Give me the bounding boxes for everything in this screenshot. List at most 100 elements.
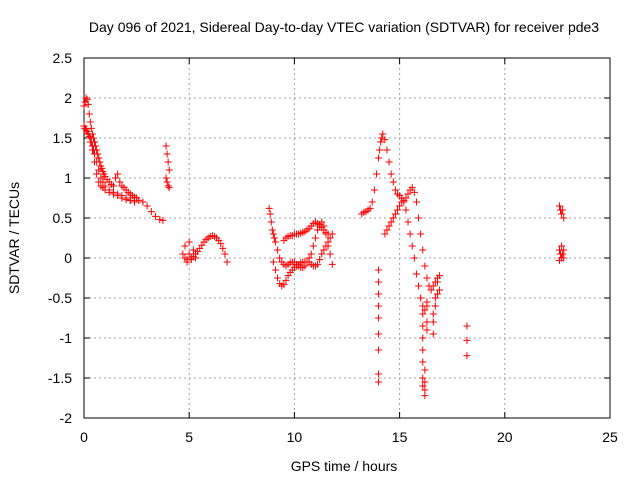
data-point [429, 330, 437, 338]
data-point [421, 366, 429, 374]
data-point [419, 382, 427, 390]
y-tick-label: 0 [64, 250, 72, 266]
data-point [387, 170, 395, 178]
data-point [99, 178, 107, 186]
data-point [97, 174, 105, 182]
data-point [219, 244, 227, 252]
data-point [559, 206, 567, 214]
x-tick-label: 0 [80, 429, 88, 445]
data-point [328, 260, 336, 268]
y-tick-label: -0.5 [48, 290, 72, 306]
data-point [118, 192, 126, 200]
data-point [368, 198, 376, 206]
data-point [183, 258, 191, 266]
data-point [408, 242, 416, 250]
data-point [326, 234, 334, 242]
data-point [379, 130, 387, 138]
data-point [274, 246, 282, 254]
data-point [328, 230, 336, 238]
data-point [429, 282, 437, 290]
data-point [375, 314, 383, 322]
data-point [421, 262, 429, 270]
data-point [391, 210, 399, 218]
data-point [402, 194, 410, 202]
data-point [417, 230, 425, 238]
data-point [375, 290, 383, 298]
data-point [560, 214, 568, 222]
data-point [558, 210, 566, 218]
data-point [375, 378, 383, 386]
data-point [366, 204, 374, 212]
data-point [421, 378, 429, 386]
data-point [381, 136, 389, 144]
data-point [114, 190, 122, 198]
data-point [556, 256, 564, 264]
axis-ticks: 0 5 10 15 20 25 -2 -1.5 -1 -0.5 0 0.5 1 1.5 2 2.5 [48, 50, 618, 445]
data-point [431, 302, 439, 310]
data-point [322, 242, 330, 250]
data-point [130, 198, 138, 206]
data-point [383, 146, 391, 154]
data-point [109, 182, 117, 190]
data-point [98, 164, 106, 172]
data-point [376, 146, 384, 154]
data-point [436, 272, 444, 280]
data-point [558, 242, 566, 250]
data-point [84, 100, 92, 108]
data-point [181, 242, 189, 250]
chart-title: Day 096 of 2021, Sidereal Day-to-day VTE… [89, 19, 599, 35]
data-points [80, 94, 568, 400]
data-point [436, 286, 444, 294]
data-point [463, 322, 471, 330]
data-point [311, 234, 319, 242]
data-point [187, 256, 195, 264]
x-axis-label: GPS time / hours [291, 458, 398, 474]
data-point [101, 182, 109, 190]
data-point [556, 202, 564, 210]
data-point [375, 330, 383, 338]
data-point [271, 238, 279, 246]
data-point [391, 186, 399, 194]
data-point [122, 194, 130, 202]
data-point [324, 238, 332, 246]
data-point [412, 198, 420, 206]
data-point [375, 266, 383, 274]
data-point [266, 210, 274, 218]
data-point [375, 370, 383, 378]
x-tick-label: 10 [287, 429, 303, 445]
data-point [95, 166, 103, 174]
data-point [423, 318, 431, 326]
data-point [270, 234, 278, 242]
data-point [223, 258, 231, 266]
data-point [560, 246, 568, 254]
data-point [221, 250, 229, 258]
data-point [314, 260, 322, 268]
data-point [415, 282, 423, 290]
data-point [143, 202, 151, 210]
data-point [375, 278, 383, 286]
data-point [385, 158, 393, 166]
data-point [156, 216, 164, 224]
data-point [139, 198, 147, 206]
data-point [375, 346, 383, 354]
data-point [276, 254, 284, 262]
data-point [86, 134, 94, 142]
data-point [126, 196, 134, 204]
data-point [318, 250, 326, 258]
data-point [463, 352, 471, 360]
data-point [433, 278, 441, 286]
data-point [427, 286, 435, 294]
y-tick-label: 1.5 [53, 130, 73, 146]
data-point [383, 226, 391, 234]
data-point [307, 250, 315, 258]
data-point [372, 170, 380, 178]
y-axis-label: SDTVAR / TECUs [6, 182, 22, 294]
data-point [80, 102, 88, 110]
data-point [421, 306, 429, 314]
data-point [87, 124, 95, 132]
data-point [112, 174, 120, 182]
x-tick-label: 15 [392, 429, 408, 445]
y-tick-label: 1 [64, 170, 72, 186]
